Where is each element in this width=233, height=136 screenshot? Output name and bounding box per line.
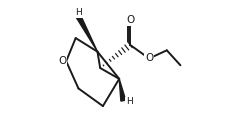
Polygon shape	[119, 79, 126, 101]
Text: O: O	[58, 56, 66, 66]
Text: O: O	[126, 15, 134, 25]
Text: O: O	[145, 53, 153, 64]
Text: H: H	[75, 8, 82, 17]
Text: H: H	[126, 98, 133, 106]
Polygon shape	[76, 15, 97, 52]
